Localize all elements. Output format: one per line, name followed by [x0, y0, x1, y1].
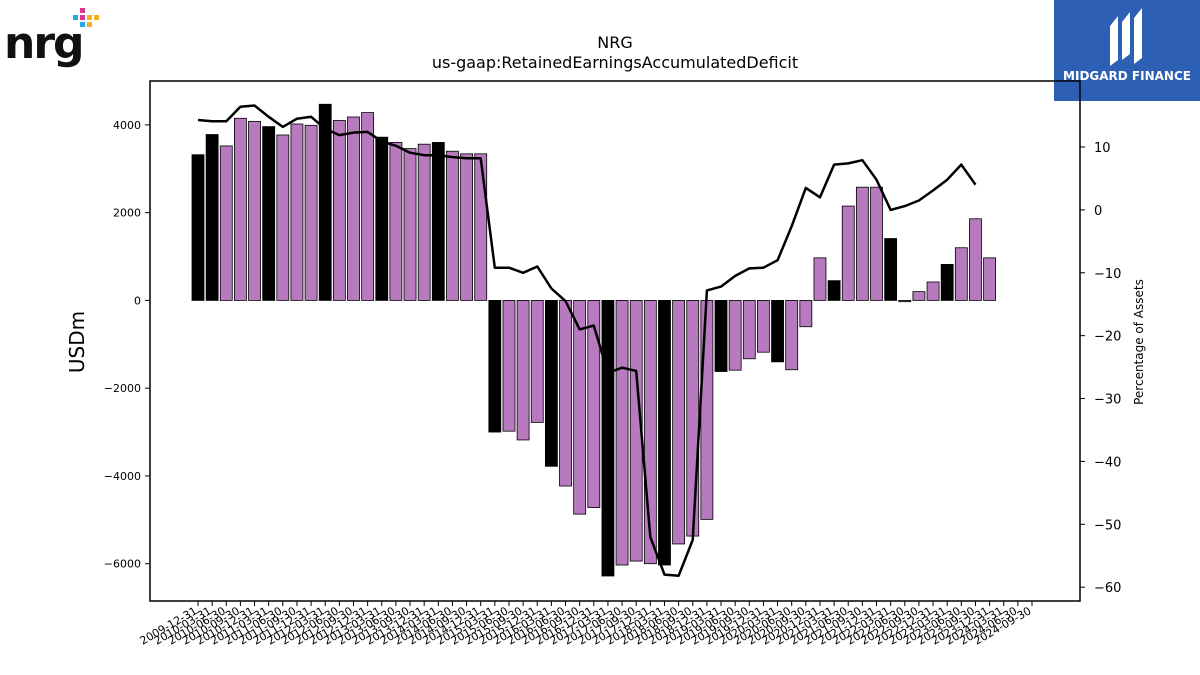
bar	[332, 120, 346, 301]
y-tick-label: 2000	[113, 207, 141, 220]
bar	[417, 143, 431, 301]
bar	[516, 300, 530, 441]
bar	[827, 280, 841, 301]
bar	[262, 126, 276, 301]
plot-area: −6000 −4000 −2000 0 2000 4000 −60 −50 −40 −30 −20 −…	[104, 103, 1121, 648]
y-tick-label: −2000	[104, 382, 141, 395]
bar	[403, 148, 417, 301]
bar	[757, 300, 770, 353]
nrg-cross-icon	[73, 8, 99, 27]
midgard-mark-icon	[1110, 8, 1142, 66]
y2-tick-label: −20	[1094, 330, 1121, 345]
bar	[587, 300, 601, 508]
bar	[276, 134, 290, 301]
midgard-finance-name: MIDGARD FINANCE	[1063, 69, 1191, 83]
bar	[855, 186, 869, 301]
bar	[799, 300, 813, 328]
bar	[290, 123, 304, 301]
bar	[361, 112, 375, 301]
bar	[785, 300, 799, 371]
y2-tick-label: 10	[1094, 141, 1111, 156]
bar	[219, 145, 233, 301]
bar	[559, 300, 572, 487]
bar	[898, 300, 912, 303]
chart-title: NRG	[597, 33, 632, 52]
bar	[318, 103, 332, 301]
bar	[658, 300, 671, 566]
chart-subtitle: us-gaap:RetainedEarningsAccumulatedDefic…	[432, 53, 798, 72]
bar	[234, 117, 247, 301]
bar	[573, 300, 587, 515]
y-tick-label: 4000	[113, 119, 141, 132]
y-tick-label: 0	[134, 294, 141, 307]
y2-tick-label: −30	[1094, 393, 1121, 408]
midgard-finance-logo: MIDGARD FINANCE	[1054, 0, 1200, 101]
bar	[771, 300, 784, 363]
bar	[926, 281, 940, 301]
y-tick-label: −4000	[104, 470, 141, 483]
bar	[601, 300, 615, 577]
bar	[940, 264, 954, 301]
bar	[912, 291, 926, 301]
bar	[544, 300, 558, 467]
y2-tick-label: 0	[1094, 204, 1102, 219]
bar	[714, 300, 728, 372]
y-axis-label: USDm	[65, 311, 89, 373]
bar	[615, 300, 629, 566]
bar	[870, 186, 883, 301]
y2-tick-label: −60	[1094, 581, 1121, 596]
y2-tick-label: −40	[1094, 455, 1121, 470]
bar	[969, 218, 982, 301]
bar	[728, 300, 742, 371]
bar	[983, 257, 996, 301]
bar	[841, 205, 855, 301]
nrg-logo: nrg	[4, 8, 104, 78]
bar	[686, 300, 700, 537]
series-line	[197, 104, 977, 578]
y2-axis-label: Percentage of Assets	[1132, 279, 1146, 405]
bar	[884, 238, 898, 301]
bar	[375, 136, 389, 301]
bar	[460, 153, 473, 301]
bar	[205, 134, 219, 301]
bar	[389, 142, 403, 301]
bar	[813, 257, 827, 301]
plot-frame	[149, 80, 1081, 602]
bar	[700, 300, 714, 520]
bar	[431, 142, 445, 301]
bar	[672, 300, 686, 545]
bar	[742, 300, 756, 360]
bar	[474, 153, 488, 301]
bar	[347, 116, 360, 301]
nrg-logo-text: nrg	[4, 18, 85, 69]
bar	[954, 247, 968, 301]
bar	[191, 154, 205, 301]
bar	[530, 300, 544, 423]
bar	[304, 124, 318, 301]
bar	[502, 300, 516, 432]
bar	[248, 120, 261, 301]
y2-tick-label: −50	[1094, 518, 1121, 533]
bar	[488, 300, 502, 433]
bar	[446, 150, 459, 301]
y2-tick-label: −10	[1094, 267, 1121, 282]
y-tick-label: −6000	[104, 558, 141, 571]
